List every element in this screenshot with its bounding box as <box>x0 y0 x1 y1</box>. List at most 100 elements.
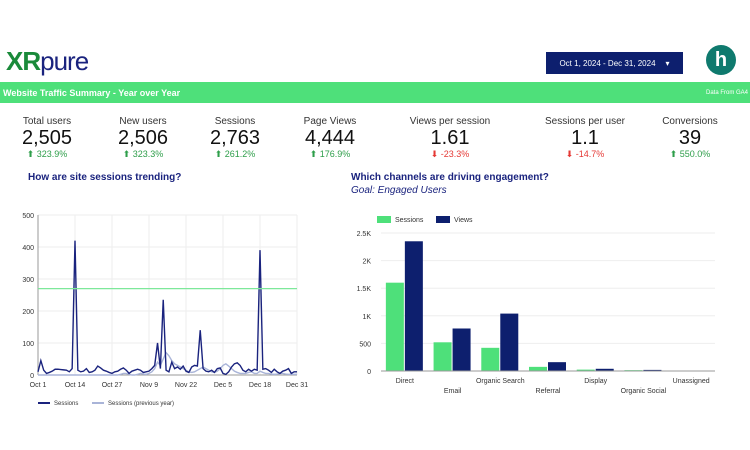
kpi-page-views: Page Views 4,444 ⬆ 176.9% <box>290 116 370 160</box>
arrow-up-icon: ⬆ <box>122 149 131 159</box>
legend-swatch <box>436 216 450 223</box>
y-tick-label: 500 <box>359 341 371 348</box>
y-tick-label: 0 <box>367 369 371 376</box>
arrow-down-icon: ⬇ <box>430 149 439 159</box>
kpi-label: Total users <box>22 116 72 127</box>
bar-sessions-display <box>576 369 595 371</box>
kpi-value: 2,506 <box>117 127 169 149</box>
kpi-value: 2,505 <box>21 127 73 149</box>
kpi-delta-value: -23.3% <box>440 149 470 159</box>
kpi-delta: ⬆ 323.9% <box>7 149 87 160</box>
kpi-label: Page Views <box>303 116 357 127</box>
y-tick-label: 400 <box>22 245 34 252</box>
kpi-conversions: Conversions 39 ⬆ 550.0% <box>640 116 740 160</box>
bar-views-email <box>452 328 471 371</box>
bar-sessions-direct <box>385 282 404 371</box>
kpi-delta-value: 176.9% <box>319 149 351 159</box>
banner-title: Website Traffic Summary - Year over Year <box>3 87 181 98</box>
kpi-value: 1.61 <box>430 127 470 149</box>
kpi-delta: ⬇ -14.7% <box>535 149 635 160</box>
bar-sessions-organic-search <box>481 347 500 371</box>
kpi-delta: ⬆ 176.9% <box>290 149 370 160</box>
bar-views-organic-social <box>643 369 662 371</box>
series-line-sessions <box>37 240 297 376</box>
summary-banner: Website Traffic Summary - Year over Year… <box>0 82 750 103</box>
x-tick-label: Email <box>444 388 462 395</box>
kpi-sessions: Sessions 2,763 ⬆ 261.2% <box>195 116 275 160</box>
kpi-delta: ⬆ 550.0% <box>640 149 740 160</box>
data-source-label: Data From GA4 <box>705 89 748 96</box>
x-tick-label: Oct 14 <box>65 382 86 389</box>
kpi-total-users: Total users 2,505 ⬆ 323.9% <box>7 116 87 160</box>
legend-label: Sessions <box>395 217 424 224</box>
legend-label: Sessions (previous year) <box>108 401 174 407</box>
x-tick-label: Dec 5 <box>214 382 232 389</box>
y-tick-label: 1.5K <box>357 286 372 293</box>
arrow-up-icon: ⬆ <box>309 149 318 159</box>
legend-label: Views <box>454 217 473 224</box>
kpi-delta: ⬆ 261.2% <box>195 149 275 160</box>
x-tick-label: Nov 22 <box>175 382 197 389</box>
kpi-label: Views per session <box>409 116 491 127</box>
arrow-up-icon: ⬆ <box>214 149 223 159</box>
legend-label: Sessions <box>54 401 78 407</box>
x-tick-label: Dec 31 <box>286 382 308 389</box>
kpi-label: New users <box>119 116 167 127</box>
x-tick-label: Display <box>584 378 607 385</box>
date-range-label: Oct 1, 2024 - Dec 31, 2024 <box>559 58 656 68</box>
arrow-down-icon: ⬇ <box>565 149 574 159</box>
x-tick-label: Dec 18 <box>249 382 271 389</box>
x-tick-label: Oct 27 <box>102 382 123 389</box>
bar-views-organic-search <box>500 313 519 371</box>
caret-down-icon: ▾ <box>665 58 670 68</box>
bar-sessions-email <box>433 342 452 371</box>
kpi-delta-value: 261.2% <box>224 149 256 159</box>
x-tick-label: Organic Search <box>476 378 525 385</box>
bar-sessions-referral <box>529 366 547 371</box>
kpi-value: 2,763 <box>209 127 261 149</box>
x-tick-label: Oct 1 <box>30 382 47 389</box>
logo-wordmark: pure <box>40 46 89 76</box>
series-line-previous-year <box>38 351 297 376</box>
x-tick-label: Organic Social <box>621 388 667 395</box>
kpi-delta: ⬆ 323.3% <box>103 149 183 160</box>
bar-views-referral <box>548 362 566 371</box>
kpi-delta-value: 323.3% <box>132 149 164 159</box>
y-tick-label: 100 <box>22 341 34 348</box>
y-tick-label: 300 <box>22 277 34 284</box>
x-tick-label: Unassigned <box>673 378 710 385</box>
x-tick-label: Nov 9 <box>140 382 158 389</box>
kpi-value: 1.1 <box>571 127 599 149</box>
kpi-label: Sessions <box>214 116 256 127</box>
channels-heading: Which channels are driving engagement? <box>351 172 549 183</box>
partner-logo: h <box>706 45 736 75</box>
kpi-sessions-per-user: Sessions per user 1.1 ⬇ -14.7% <box>535 116 635 160</box>
kpi-delta-value: 550.0% <box>679 149 711 159</box>
kpi-value: 39 <box>678 127 702 149</box>
kpi-views-per-session: Views per session 1.61 ⬇ -23.3% <box>400 116 500 160</box>
bar-views-display <box>595 368 614 371</box>
date-range-picker[interactable]: Oct 1, 2024 - Dec 31, 2024 ▾ <box>546 52 683 74</box>
x-tick-label: Direct <box>396 378 414 385</box>
kpi-value: 4,444 <box>304 127 356 149</box>
x-tick-label: Referral <box>536 388 561 395</box>
logo-mark: XR <box>6 46 41 76</box>
kpi-label: Conversions <box>662 116 718 127</box>
y-tick-label: 200 <box>22 309 34 316</box>
kpi-delta-value: -14.7% <box>575 149 605 159</box>
y-tick-label: 1K <box>362 314 371 321</box>
kpi-new-users: New users 2,506 ⬆ 323.3% <box>103 116 183 160</box>
arrow-up-icon: ⬆ <box>669 149 678 159</box>
arrow-up-icon: ⬆ <box>26 149 35 159</box>
y-tick-label: 500 <box>22 213 34 220</box>
trend-heading: How are site sessions trending? <box>28 172 182 183</box>
channels-subheading: Goal: Engaged Users <box>351 185 447 196</box>
bar-views-direct <box>404 241 423 371</box>
kpi-label: Sessions per user <box>544 116 626 127</box>
kpi-delta-value: 323.9% <box>36 149 68 159</box>
xrpure-logo: XRpure <box>6 46 89 77</box>
y-tick-label: 0 <box>30 373 34 380</box>
legend-swatch <box>377 216 391 223</box>
y-tick-label: 2.5K <box>357 231 372 238</box>
